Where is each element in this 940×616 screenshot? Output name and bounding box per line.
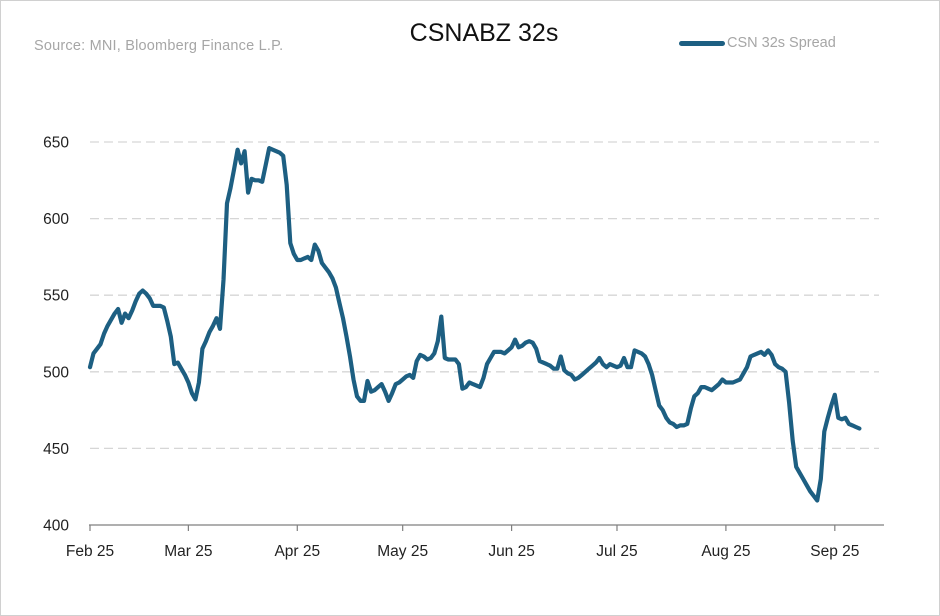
chart-legend: CSN 32s Spread [679,35,836,51]
y-tick-label-400: 400 [43,518,69,535]
y-tick-label-450: 450 [43,441,69,458]
x-tick-label-0: Feb 25 [66,543,114,560]
x-tick-label-5: Jul 25 [596,543,637,560]
x-tick-label-3: May 25 [377,543,428,560]
x-tick-label-4: Jun 25 [488,543,535,560]
y-tick-label-650: 650 [43,135,69,152]
y-tick-label-600: 600 [43,211,69,228]
x-tick-label-2: Apr 25 [274,543,320,560]
y-tick-label-500: 500 [43,364,69,381]
chart-source-note: Source: MNI, Bloomberg Finance L.P. [34,38,284,54]
x-tick-label-7: Sep 25 [810,543,859,560]
legend-swatch-csn-spread [679,40,725,46]
series-line-csn-32s-spread [87,146,862,503]
chart-title: CSNABZ 32s [409,19,559,47]
legend-label-csn-spread: CSN 32s Spread [727,35,836,51]
y-tick-label-550: 550 [43,288,69,305]
x-tick-label-1: Mar 25 [164,543,212,560]
x-tick-label-6: Aug 25 [701,543,750,560]
